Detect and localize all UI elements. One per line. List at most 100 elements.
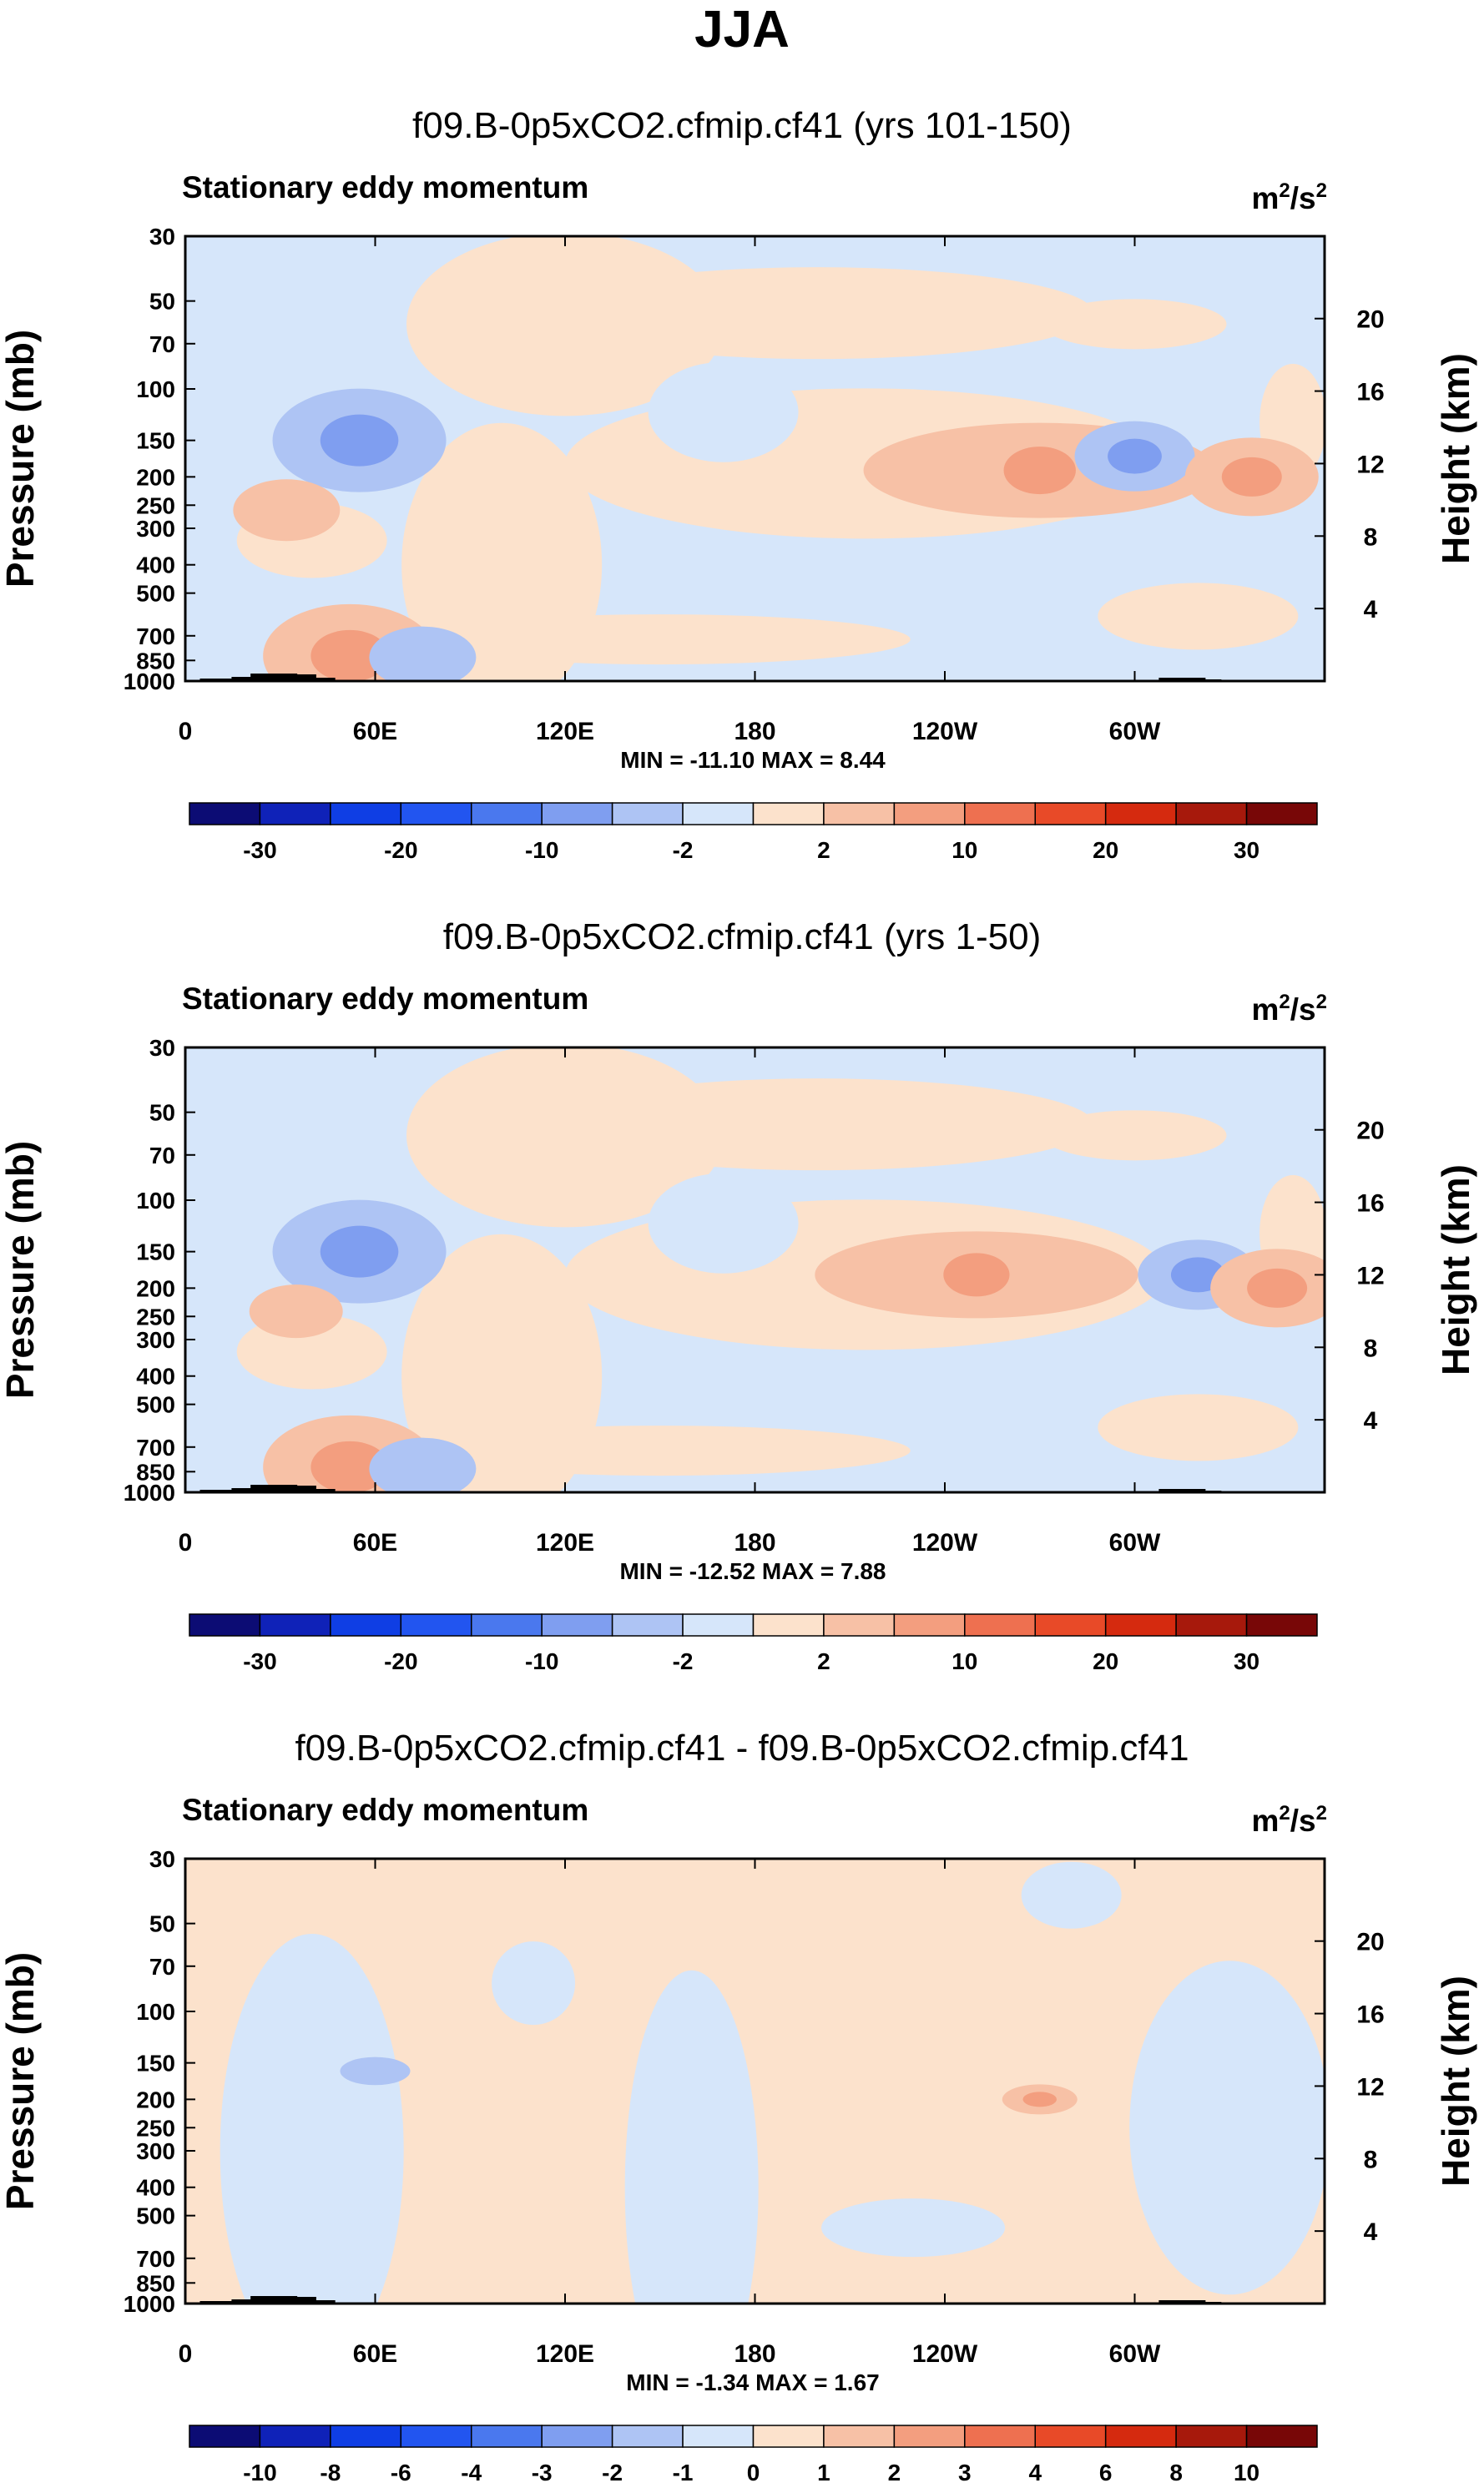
units-label: m2/s2	[1252, 1802, 1327, 1838]
colorbar-box	[541, 802, 613, 825]
left-label: Stationary eddy momentum	[182, 170, 588, 204]
topography-mark	[288, 678, 336, 681]
units-base: m	[1252, 1804, 1280, 1838]
min-max-stats: MIN = -12.52 MAX = 7.88	[619, 1558, 886, 1584]
x-tick-label: 120E	[536, 718, 594, 745]
units-base: m	[1252, 992, 1280, 1027]
blue-region	[492, 1941, 576, 2026]
colorbar-label: 2	[817, 1648, 830, 1674]
positive-surface-50E-core	[310, 1441, 389, 1492]
colorbar-box	[1034, 802, 1107, 825]
units-sup: 2	[1279, 991, 1290, 1013]
positive-jet-central-core	[943, 1253, 1010, 1297]
height-tick-label: 16	[1356, 379, 1384, 406]
colorbar-label: 4	[1028, 2460, 1042, 2483]
panel-title: f09.B-0p5xCO2.cfmip.cf41 (yrs 1-50)	[443, 916, 1041, 957]
colorbar-box	[189, 802, 261, 825]
colorbar-box	[400, 802, 472, 825]
units-mid: /s	[1290, 1804, 1316, 1838]
height-tick-label: 4	[1364, 2218, 1378, 2246]
y-tick-label: 50	[149, 1100, 175, 1126]
y-tick-label: 200	[136, 464, 175, 490]
tan-region	[1098, 1394, 1299, 1461]
y-axis-label: Pressure (mb)	[0, 1952, 42, 2210]
colorbar-box	[189, 1613, 261, 1637]
units-base: m	[1252, 181, 1280, 215]
y-tick-label: 400	[136, 553, 175, 578]
chart-panel-2: f09.B-0p5xCO2.cfmip.cf41 (yrs 1-50) Stati…	[0, 916, 1477, 1674]
contour-field	[185, 1859, 1325, 2304]
positive-jet-central-core	[1003, 447, 1076, 495]
left-label: Stationary eddy momentum	[182, 1793, 588, 1827]
contour-field	[185, 236, 1325, 681]
colorbar-box	[1175, 802, 1248, 825]
colorbar-box	[400, 2425, 472, 2448]
topography-mark	[288, 1489, 336, 1492]
y-tick-label: 30	[149, 1846, 175, 1872]
y-tick-label: 50	[149, 1911, 175, 1937]
colorbar-box	[964, 2425, 1036, 2448]
blue-region	[648, 361, 799, 462]
y-tick-label: 70	[149, 331, 175, 357]
height-tick-label: 12	[1356, 1262, 1384, 1289]
y-tick-label: 200	[136, 1275, 175, 1301]
right-axis-label: Height (km)	[1434, 1976, 1477, 2187]
colorbar-box	[1034, 2425, 1107, 2448]
x-tick-label: 60E	[353, 2340, 397, 2368]
tan-region	[409, 614, 911, 665]
height-tick-label: 8	[1364, 1335, 1378, 1362]
positive-core-30E-outer	[233, 479, 341, 542]
right-axis-label: Height (km)	[1434, 353, 1477, 564]
colorbar-label: 0	[747, 2460, 760, 2483]
y-tick-label: 700	[136, 1435, 175, 1461]
blue-region	[624, 1970, 759, 2304]
y-tick-label: 250	[136, 1304, 175, 1330]
y-axis-label: Pressure (mb)	[0, 330, 42, 588]
colorbar-box	[259, 1613, 331, 1637]
height-tick-label: 20	[1356, 306, 1384, 334]
negative-surface-70E-outer	[369, 1437, 477, 1492]
x-tick-label: 60E	[353, 718, 397, 745]
colorbar-label: -4	[461, 2460, 482, 2483]
colorbar-label: -6	[391, 2460, 411, 2483]
y-tick-label: 300	[136, 2138, 175, 2164]
colorbar-box	[259, 802, 331, 825]
height-tick-label: 12	[1356, 2073, 1384, 2101]
negative-core-80W-core	[1108, 438, 1162, 474]
contour-field	[185, 1047, 1325, 1492]
height-tick-label: 12	[1356, 451, 1384, 478]
topography-mark	[288, 2300, 336, 2304]
height-tick-label: 4	[1364, 596, 1378, 623]
x-tick-label: 120W	[912, 718, 978, 745]
y-axis-label: Pressure (mb)	[0, 1141, 42, 1399]
colorbar-box	[611, 1613, 684, 1637]
colorbar-box	[893, 1613, 966, 1637]
y-tick-label: 850	[136, 2270, 175, 2296]
colorbar-box	[893, 802, 966, 825]
x-tick-label: 60W	[1109, 1529, 1161, 1557]
colorbar-box	[1034, 1613, 1107, 1637]
blue-region	[691, 574, 1009, 612]
colorbar-label: -8	[320, 2460, 341, 2483]
colorbar-box	[541, 1613, 613, 1637]
units-mid: /s	[1290, 181, 1316, 215]
y-tick-label: 200	[136, 2087, 175, 2112]
colorbar-label: 30	[1234, 837, 1259, 863]
blue-region	[220, 1934, 404, 2304]
y-tick-label: 300	[136, 1327, 175, 1353]
colorbar-box	[752, 2425, 825, 2448]
colorbar-box	[471, 802, 543, 825]
y-tick-label: 100	[136, 1999, 175, 2025]
colorbar-label: 2	[888, 2460, 901, 2483]
panel-title: f09.B-0p5xCO2.cfmip.cf41 (yrs 101-150)	[412, 105, 1072, 146]
y-tick-label: 400	[136, 2175, 175, 2201]
units-sup: 2	[1279, 179, 1290, 202]
colorbar-label: -3	[532, 2460, 553, 2483]
x-tick-label: 180	[734, 1529, 775, 1557]
colorbar-box	[1104, 2425, 1177, 2448]
colorbar-box	[964, 802, 1036, 825]
x-tick-label: 60E	[353, 1529, 397, 1557]
colorbar-label: -1	[673, 2460, 694, 2483]
colorbar-label: 1	[817, 2460, 830, 2483]
colorbar-box	[611, 802, 684, 825]
